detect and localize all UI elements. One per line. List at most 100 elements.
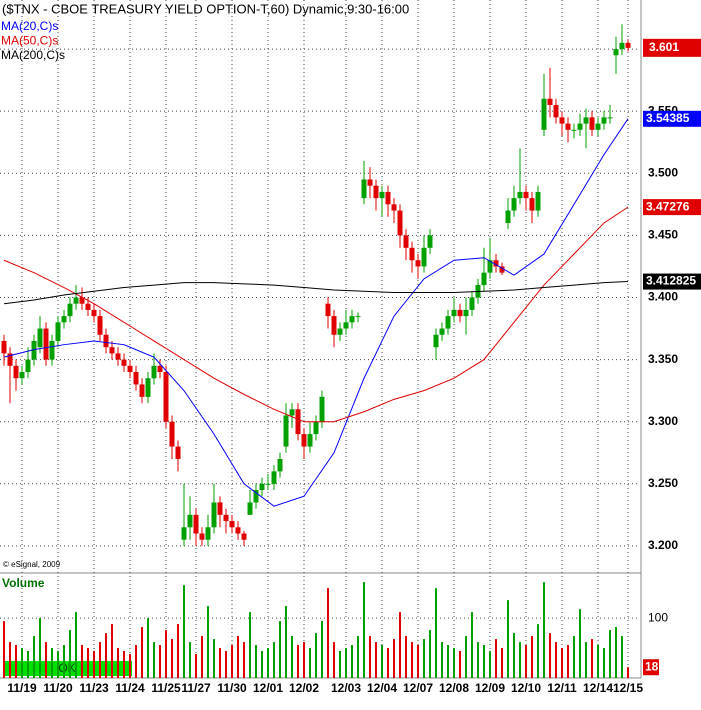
candle-body [535, 191, 541, 211]
volume-bar [117, 648, 119, 678]
candle-body [343, 322, 349, 329]
volume-bar [561, 648, 563, 678]
copyright: © eSignal, 2009 [3, 560, 61, 569]
candle-body [79, 297, 85, 304]
volume-bar [381, 645, 383, 678]
candle-body [349, 316, 355, 323]
last-value-label: 3.54385 [646, 111, 690, 125]
volume-bar [291, 636, 293, 678]
candle-body [397, 210, 403, 236]
candle-body [487, 260, 493, 273]
x-tick-label: 12/14 [583, 681, 613, 695]
volume-bar [327, 588, 329, 678]
candle-body [193, 514, 199, 534]
candle-body [331, 316, 337, 335]
volume-bar [75, 612, 77, 678]
candle-body [505, 210, 511, 223]
candle-body [217, 502, 223, 515]
candle-body [517, 191, 523, 199]
volume-bar [519, 642, 521, 678]
volume-bar [93, 651, 95, 678]
x-tick-label: 12/04 [367, 681, 397, 695]
candle-body [205, 527, 211, 540]
volume-bar [615, 627, 617, 678]
candle-body [319, 396, 325, 422]
volume-bar [375, 642, 377, 678]
candle-body [439, 328, 445, 335]
candle-body [67, 303, 73, 317]
candle-body [181, 527, 187, 540]
candle-body [73, 297, 79, 304]
volume-bar [195, 654, 197, 678]
y-tick-label: 3.200 [648, 538, 678, 552]
candle-body [307, 434, 313, 447]
status-text: OK [58, 661, 75, 675]
volume-bar [171, 639, 173, 678]
candle-body [169, 421, 175, 447]
volume-bar [51, 648, 53, 678]
x-tick-label: 12/08 [439, 681, 469, 695]
candle-body [367, 179, 373, 186]
candle-body [541, 98, 547, 130]
candle-body [139, 384, 145, 397]
volume-bar [543, 582, 545, 678]
candle-body [19, 372, 25, 379]
last-value-box [643, 273, 701, 290]
candle-body [355, 316, 361, 318]
candle-body [613, 49, 619, 56]
legend-entry: MA(20,C)s [1, 19, 58, 33]
volume-bar [483, 645, 485, 678]
volume-bar [147, 618, 149, 678]
volume-bar [339, 651, 341, 678]
last-value-label: 3.47276 [646, 199, 690, 213]
volume-bar [111, 624, 113, 678]
candle-body [373, 185, 379, 199]
volume-bar [393, 639, 395, 678]
volume-bar [531, 636, 533, 678]
y-tick-label: 3.350 [648, 352, 678, 366]
candle-body [451, 309, 457, 317]
candle-body [571, 129, 577, 131]
candle-body [625, 42, 631, 48]
volume-bar [423, 639, 425, 678]
candle-body [301, 434, 307, 447]
candle-body [619, 42, 625, 50]
candle-body [199, 533, 205, 540]
volume-bar [357, 636, 359, 678]
volume-bar [345, 648, 347, 678]
candle-body [175, 446, 181, 459]
candle-body [277, 458, 283, 472]
last-volume-box [643, 659, 659, 676]
volume-bar [135, 645, 137, 678]
last-volume-label: 18 [645, 659, 659, 673]
volume-bar [609, 630, 611, 678]
x-tick-label: 12/11 [547, 681, 577, 695]
volume-bar [189, 642, 191, 678]
volume-bar [465, 636, 467, 678]
last-price-label: 3.601 [649, 40, 679, 54]
volume-bar [177, 624, 179, 678]
volume-bar [183, 585, 185, 678]
candle-body [601, 117, 607, 124]
candle-body [433, 334, 439, 348]
volume-bar [45, 642, 47, 678]
volume-bar [507, 600, 509, 678]
volume-bar [567, 645, 569, 678]
candle-body [253, 490, 259, 503]
candle-body [325, 303, 331, 317]
candle-body [409, 247, 415, 261]
volume-bar [333, 642, 335, 678]
candle-body [463, 309, 469, 317]
volume-bar [309, 648, 311, 678]
ma-line [3, 281, 629, 305]
volume-bar [105, 633, 107, 678]
volume-bar [315, 633, 317, 678]
volume-bar [579, 609, 581, 678]
last-value-label: 3.412825 [646, 274, 696, 288]
volume-bar [225, 651, 227, 678]
volume-bar [15, 645, 17, 678]
volume-bar [207, 606, 209, 678]
candle-body [559, 117, 565, 124]
y-tick-label: 3.500 [648, 165, 678, 179]
candle-body [163, 372, 169, 422]
